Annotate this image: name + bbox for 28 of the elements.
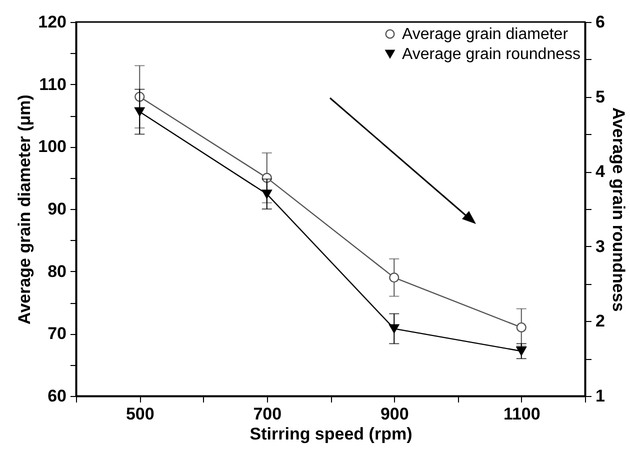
y-axis-title: Average grain diameter (μm)	[15, 94, 34, 324]
point	[134, 107, 145, 116]
y-tick-label: 90	[48, 200, 66, 218]
y-tick-label: 120	[38, 12, 66, 32]
x-tick-label: 1100	[503, 404, 540, 424]
x-tick-label: 500	[126, 404, 154, 424]
legend-label: Average grain diameter	[402, 26, 569, 43]
y-tick-label: 70	[48, 324, 66, 344]
y2-tick-label: 2	[596, 312, 605, 331]
y2-axis-title: Average grain roundness	[608, 107, 628, 312]
y2-tick-label: 6	[596, 12, 605, 32]
point	[262, 190, 272, 199]
y2-tick-label: 3	[596, 236, 605, 256]
x-tick-label: 900	[380, 404, 409, 424]
point	[389, 272, 400, 283]
point	[389, 324, 400, 334]
x-tick-label: 700	[253, 404, 282, 424]
point	[516, 322, 526, 332]
y-tick-label: 110	[39, 74, 66, 94]
point	[516, 346, 526, 356]
y2-tick-label: 1	[596, 386, 605, 406]
y2-tick-label: 5	[596, 87, 605, 106]
y2-tick-label: 4	[596, 162, 606, 182]
y-tick-label: 80	[48, 262, 66, 281]
y-tick-label: 100	[38, 137, 66, 156]
y-tick-label: 60	[48, 386, 66, 406]
x-axis-title: Stirring speed (rpm)	[250, 424, 412, 444]
legend-label: Average grain roundness	[402, 46, 580, 63]
